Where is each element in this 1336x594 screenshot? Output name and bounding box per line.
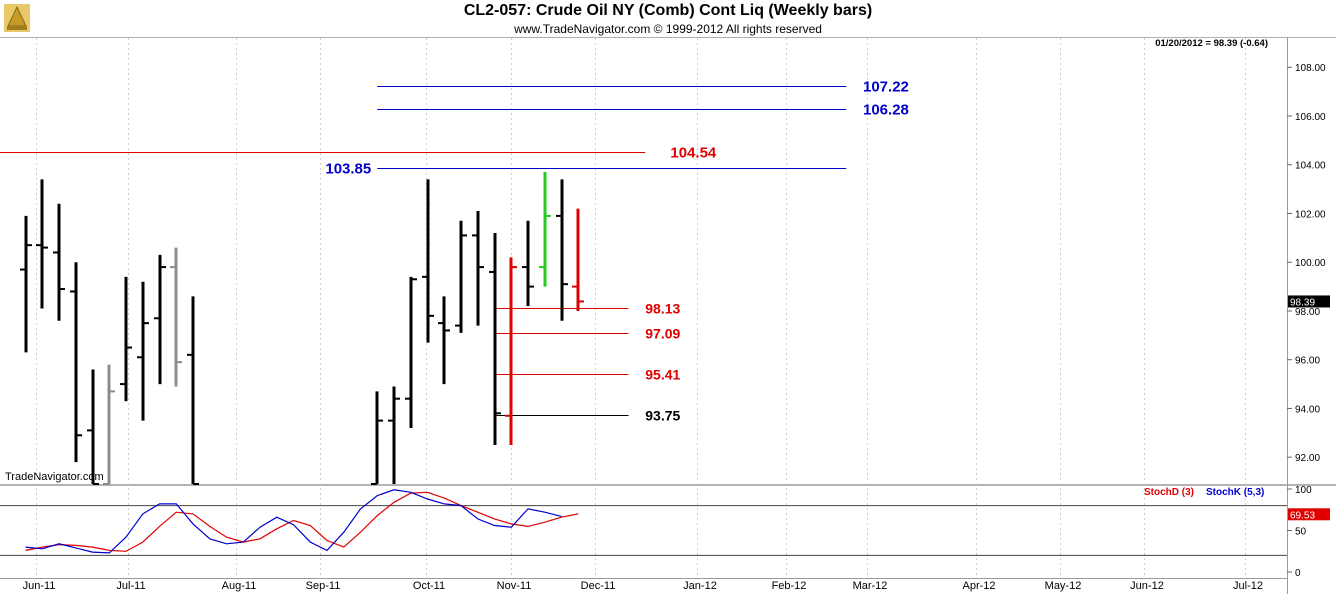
x-tick-label: May-12 [1045,580,1082,592]
level-label: 95.41 [645,367,680,383]
x-tick-label: Jul-12 [1233,580,1263,592]
last-price-label: 98.39 [1290,297,1315,308]
x-tick-label: Jun-11 [23,580,56,592]
stoch-last-tag [1288,508,1330,521]
stoch-y-tick-label: 0 [1295,568,1301,579]
x-tick-label: Jan-12 [683,580,717,592]
last-price-tag [1288,295,1330,308]
stochD-line [25,491,579,552]
y-tick-label: 92.00 [1295,453,1320,464]
watermark: TradeNavigator.com [5,471,104,483]
y-tick-label: 98.00 [1295,307,1320,318]
stochastic-panel [0,486,1287,578]
x-tick-label: Nov-11 [497,580,532,592]
stoch-y-tick-label: 100 [1295,485,1312,496]
y-tick-label: 96.00 [1295,356,1320,367]
x-tick-label: Dec-11 [581,580,616,592]
stochK-line [25,489,562,554]
level-label: 103.85 [325,161,371,178]
x-tick-label: Mar-12 [853,580,888,592]
stoch-last-label: 69.53 [1290,510,1315,521]
x-tick-label: Aug-11 [222,580,257,592]
x-tick-label: Jul-11 [116,580,145,592]
last-quote: 01/20/2012 = 98.39 (-0.64) [1155,38,1268,49]
y-tick-label: 108.00 [1295,63,1326,74]
level-label: 107.22 [863,79,909,96]
stochD-legend: StochD (3) [1144,487,1194,498]
level-label: 104.54 [670,145,717,162]
y-tick-label: 94.00 [1295,404,1320,415]
x-tick-label: Jun-12 [1130,580,1164,592]
level-label: 93.75 [645,408,680,424]
x-tick-label: Apr-12 [962,580,995,592]
chart-subtitle: www.TradeNavigator.com © 1999-2012 All r… [514,22,822,36]
stoch-y-tick-label: 50 [1295,527,1307,538]
x-tick-label: Sep-11 [306,580,341,592]
level-label: 98.13 [645,301,680,317]
y-tick-label: 104.00 [1295,161,1326,172]
level-label: 97.09 [645,326,680,342]
level-label: 106.28 [863,102,909,119]
y-tick-label: 100.00 [1295,258,1326,269]
x-tick-label: Oct-11 [413,580,445,592]
chart-title: CL2-057: Crude Oil NY (Comb) Cont Liq (W… [463,2,873,19]
stochK-legend: StochK (5,3) [1206,487,1264,498]
y-tick-label: 106.00 [1295,112,1326,123]
price-panel [0,38,1287,484]
y-tick-label: 102.00 [1295,209,1326,220]
x-tick-label: Feb-12 [772,580,807,592]
trade-navigator-logo-icon [4,4,30,32]
